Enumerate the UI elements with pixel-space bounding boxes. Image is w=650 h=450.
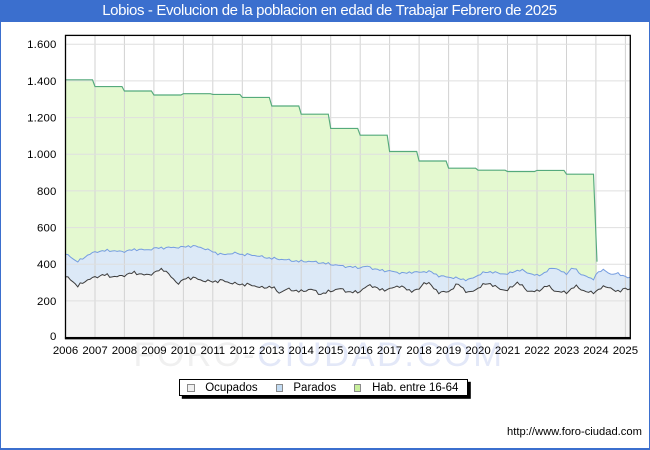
svg-text:2013: 2013 <box>259 345 284 357</box>
svg-text:2017: 2017 <box>376 345 401 357</box>
svg-text:600: 600 <box>36 223 56 235</box>
svg-text:1.200: 1.200 <box>27 113 56 125</box>
svg-text:2015: 2015 <box>318 345 343 357</box>
svg-text:FORO-CIUDAD.COM: FORO-CIUDAD.COM <box>133 336 504 374</box>
svg-text:0: 0 <box>49 331 56 343</box>
svg-text:2012: 2012 <box>229 345 254 357</box>
svg-text:800: 800 <box>36 186 56 198</box>
svg-text:2014: 2014 <box>288 345 313 357</box>
svg-text:1.000: 1.000 <box>27 149 56 161</box>
svg-text:2008: 2008 <box>111 345 136 357</box>
svg-text:2009: 2009 <box>141 345 166 357</box>
svg-text:2019: 2019 <box>435 345 460 357</box>
svg-text:2020: 2020 <box>465 345 490 357</box>
svg-text:2018: 2018 <box>406 345 431 357</box>
svg-text:400: 400 <box>36 259 56 271</box>
svg-text:2011: 2011 <box>200 345 225 357</box>
svg-text:2024: 2024 <box>583 345 608 357</box>
svg-text:2022: 2022 <box>524 345 549 357</box>
svg-text:2023: 2023 <box>553 345 578 357</box>
svg-text:2007: 2007 <box>82 345 107 357</box>
svg-text:2021: 2021 <box>494 345 519 357</box>
svg-text:2006: 2006 <box>52 345 77 357</box>
svg-text:200: 200 <box>36 296 56 308</box>
svg-text:2016: 2016 <box>347 345 372 357</box>
svg-text:1.600: 1.600 <box>27 39 56 51</box>
svg-text:1.400: 1.400 <box>27 76 56 88</box>
svg-text:2025: 2025 <box>612 345 637 357</box>
svg-text:2010: 2010 <box>170 345 195 357</box>
